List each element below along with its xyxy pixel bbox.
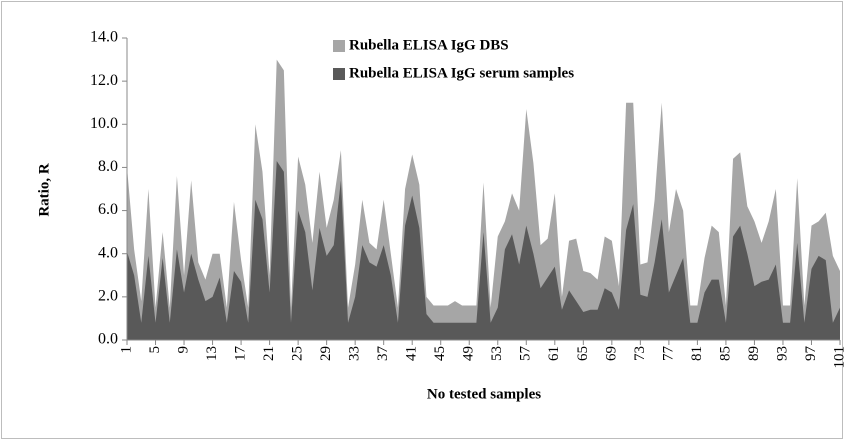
x-tick-label: 25: [290, 346, 306, 361]
legend-swatch: [333, 68, 345, 80]
x-tick-label: 13: [204, 346, 220, 361]
x-tick-label: 37: [375, 346, 391, 362]
x-tick-label: 45: [432, 346, 448, 361]
area: [127, 160, 840, 340]
x-tick-label: 93: [774, 346, 790, 361]
x-tick-label: 73: [632, 346, 648, 361]
x-tick-label: 17: [233, 346, 249, 362]
x-tick-label: 1: [118, 346, 134, 354]
y-tick-label: 12.0: [90, 72, 118, 89]
x-tick-label: 5: [147, 346, 163, 354]
x-tick-label: 61: [546, 346, 562, 361]
x-axis-title: No tested samples: [427, 386, 541, 402]
x-tick-label: 77: [660, 346, 676, 362]
x-tick-label: 21: [261, 346, 277, 361]
y-tick-label: 10.0: [90, 115, 118, 132]
x-tick-label: 49: [461, 346, 477, 361]
x-tick-label: 57: [518, 346, 534, 362]
x-tick-label: 53: [489, 346, 505, 361]
x-tick-label: 89: [746, 346, 762, 361]
x-tick-label: 9: [175, 346, 191, 354]
y-tick-label: 6.0: [98, 201, 118, 218]
x-tick-label: 33: [347, 346, 363, 361]
legend-swatch: [333, 40, 345, 52]
x-tick-label: 69: [603, 346, 619, 361]
x-tick-label: 97: [803, 346, 819, 362]
x-tick-label: 81: [689, 346, 705, 361]
legend-label: Rubella ELISA IgG serum samples: [349, 65, 574, 81]
x-tick-label: 29: [318, 346, 334, 361]
y-tick-label: 0.0: [98, 331, 118, 348]
y-tick-label: 4.0: [98, 244, 118, 261]
x-tick-label: 65: [575, 346, 591, 361]
y-axis-title: Ratio, R: [36, 163, 52, 216]
x-tick-label: 85: [717, 346, 733, 361]
x-tick-label: 41: [404, 346, 420, 361]
y-tick-label: 14.0: [90, 29, 118, 46]
y-tick-label: 2.0: [98, 288, 118, 305]
legend-label: Rubella ELISA IgG DBS: [349, 37, 509, 53]
x-tick-label: 101: [831, 346, 845, 369]
y-tick-label: 8.0: [98, 158, 118, 175]
